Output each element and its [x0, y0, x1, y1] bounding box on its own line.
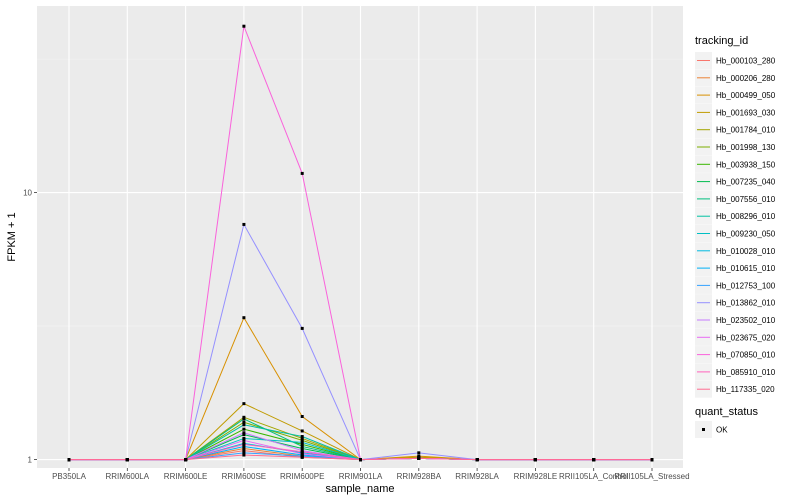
data-point	[300, 438, 304, 442]
x-tick-label: RRIM600PE	[280, 472, 324, 481]
data-point	[242, 431, 246, 435]
legend-label: Hb_008296_010	[716, 212, 776, 221]
data-point	[300, 442, 304, 446]
data-point	[242, 402, 246, 406]
legend-label: Hb_009230_050	[716, 230, 776, 239]
data-point	[300, 429, 304, 433]
data-point	[300, 435, 304, 439]
data-point	[300, 440, 304, 444]
data-point	[300, 171, 304, 175]
shape-legend-items: OK	[695, 421, 728, 438]
data-point	[242, 415, 246, 419]
data-point	[592, 458, 596, 462]
data-point	[300, 450, 304, 454]
legend-label: Hb_070850_010	[716, 351, 776, 360]
data-point	[242, 316, 246, 320]
data-point	[242, 453, 246, 457]
data-point	[242, 433, 246, 437]
data-point	[300, 436, 304, 440]
data-point	[125, 458, 129, 462]
x-tick-label: RRIM600LE	[164, 472, 208, 481]
legend-label: Hb_023675_020	[716, 333, 776, 342]
data-point	[300, 415, 304, 419]
legend-label: Hb_117335_020	[716, 385, 775, 394]
legend-label: Hb_001998_130	[716, 143, 776, 152]
data-point	[242, 447, 246, 451]
x-tick-label: RRIM928LA	[455, 472, 499, 481]
data-point	[475, 458, 479, 462]
data-point	[300, 326, 304, 330]
x-tick-label: RRIM600LA	[106, 472, 150, 481]
y-axis: 1 10	[23, 189, 37, 465]
legend-label: Hb_023502_010	[716, 316, 776, 325]
data-point	[300, 452, 304, 456]
data-point	[242, 451, 246, 455]
data-point	[650, 458, 654, 462]
data-point	[242, 444, 246, 448]
data-points	[67, 24, 654, 462]
data-point	[184, 458, 188, 462]
color-legend-items: Hb_000103_280 Hb_000206_280 Hb_000499_050 H…	[695, 52, 776, 398]
x-tick-label: RRIM928BA	[397, 472, 442, 481]
legend: tracking_id Hb_000103_280Hb_000206_280Hb…	[695, 35, 776, 438]
legend-label: Hb_003938_150	[716, 160, 776, 169]
data-point	[242, 427, 246, 431]
legend-key-square	[702, 428, 705, 431]
x-axis: PB350LA RRIM600LA RRIM600LE RRIM600SE RRIM60…	[52, 468, 690, 481]
data-point	[242, 423, 246, 427]
legend-label: Hb_007556_010	[716, 195, 776, 204]
y-axis-title: FPKM + 1	[6, 212, 18, 261]
legend-label: Hb_085910_010	[716, 368, 776, 377]
legend-label: Hb_000499_050	[716, 91, 776, 100]
shape-legend-title: quant_status	[695, 406, 758, 418]
data-point	[242, 24, 246, 28]
data-point	[417, 451, 421, 455]
legend-label: Hb_000206_280	[716, 74, 776, 83]
legend-label: Hb_000103_280	[716, 57, 776, 66]
x-tick-label: PB350LA	[52, 472, 86, 481]
legend-label: Hb_013862_010	[716, 299, 776, 308]
data-point	[533, 458, 537, 462]
legend-label: Hb_001693_030	[716, 108, 776, 117]
y-tick-label: 10	[23, 189, 32, 198]
x-axis-title: sample_name	[325, 483, 394, 495]
data-point	[242, 420, 246, 424]
data-point	[242, 436, 246, 440]
data-point	[417, 456, 421, 460]
legend-label: Hb_007235_040	[716, 178, 776, 187]
data-point	[300, 444, 304, 448]
legend-label: OK	[716, 426, 728, 435]
x-tick-label: RRIM928LE	[514, 472, 558, 481]
color-legend-title: tracking_id	[695, 35, 748, 47]
data-point	[242, 438, 246, 442]
legend-label: Hb_012753_100	[716, 281, 776, 290]
data-point	[359, 458, 362, 462]
data-point	[242, 449, 246, 453]
data-point	[242, 222, 246, 226]
data-point	[242, 417, 246, 421]
x-tick-label: RRIM901LA	[339, 472, 383, 481]
legend-label: Hb_001784_010	[716, 126, 776, 135]
data-point	[242, 442, 246, 446]
x-tick-label: RRII105LA_Stressed	[614, 472, 689, 481]
data-point	[300, 447, 304, 451]
x-tick-label: RRIM600SE	[222, 472, 266, 481]
legend-label: Hb_010028_010	[716, 247, 776, 256]
y-tick-label: 1	[28, 456, 33, 465]
x-tick-label: RRII105LA_Control	[559, 472, 629, 481]
data-point	[300, 455, 304, 459]
data-point	[67, 458, 71, 462]
legend-label: Hb_010615_010	[716, 264, 776, 273]
